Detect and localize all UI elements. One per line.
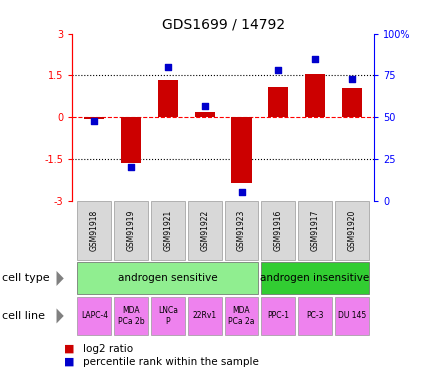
Text: ■: ■ [64, 357, 74, 367]
Point [238, 189, 245, 195]
Bar [342, 88, 362, 117]
Point [312, 56, 318, 62]
Text: GSM91920: GSM91920 [347, 210, 357, 251]
Bar [114, 297, 148, 335]
Text: LNCa
P: LNCa P [158, 306, 178, 326]
Text: MDA
PCa 2b: MDA PCa 2b [118, 306, 144, 326]
Bar [188, 297, 222, 335]
Bar [151, 297, 185, 335]
Bar [268, 87, 289, 117]
Bar [84, 117, 105, 118]
Bar [195, 112, 215, 117]
Bar [335, 297, 369, 335]
Text: log2 ratio: log2 ratio [83, 344, 133, 354]
Bar [158, 80, 178, 117]
Text: androgen insensitive: androgen insensitive [261, 273, 370, 284]
Bar [335, 201, 369, 260]
Bar [305, 74, 325, 117]
Title: GDS1699 / 14792: GDS1699 / 14792 [162, 17, 285, 31]
Text: DU 145: DU 145 [338, 311, 366, 320]
Text: GSM91923: GSM91923 [237, 210, 246, 251]
Bar [298, 297, 332, 335]
Text: ■: ■ [64, 344, 74, 354]
Text: androgen sensitive: androgen sensitive [118, 273, 218, 284]
Text: PPC-1: PPC-1 [267, 311, 289, 320]
Text: PC-3: PC-3 [306, 311, 324, 320]
Text: GSM91922: GSM91922 [200, 210, 209, 251]
Text: LAPC-4: LAPC-4 [81, 311, 108, 320]
Text: GSM91916: GSM91916 [274, 210, 283, 251]
Bar [298, 201, 332, 260]
Bar [261, 262, 369, 294]
Bar [77, 297, 111, 335]
Point [128, 164, 135, 170]
Text: cell type: cell type [2, 273, 50, 284]
Text: cell line: cell line [2, 311, 45, 321]
Bar [77, 201, 111, 260]
Text: GSM91919: GSM91919 [127, 210, 136, 251]
Bar [261, 201, 295, 260]
Point [201, 102, 208, 108]
Bar [224, 297, 258, 335]
Point [91, 117, 98, 123]
Text: percentile rank within the sample: percentile rank within the sample [83, 357, 259, 367]
Text: GSM91921: GSM91921 [164, 210, 173, 251]
Bar [188, 201, 222, 260]
Text: GSM91918: GSM91918 [90, 210, 99, 251]
Bar [231, 117, 252, 183]
Point [275, 68, 282, 74]
Text: 22Rv1: 22Rv1 [193, 311, 217, 320]
Text: MDA
PCa 2a: MDA PCa 2a [228, 306, 255, 326]
Text: GSM91917: GSM91917 [311, 210, 320, 251]
Bar [121, 117, 141, 163]
Bar [77, 262, 258, 294]
Bar [261, 297, 295, 335]
Bar [114, 201, 148, 260]
Bar [224, 201, 258, 260]
Point [348, 76, 355, 82]
Bar [151, 201, 185, 260]
Point [164, 64, 171, 70]
